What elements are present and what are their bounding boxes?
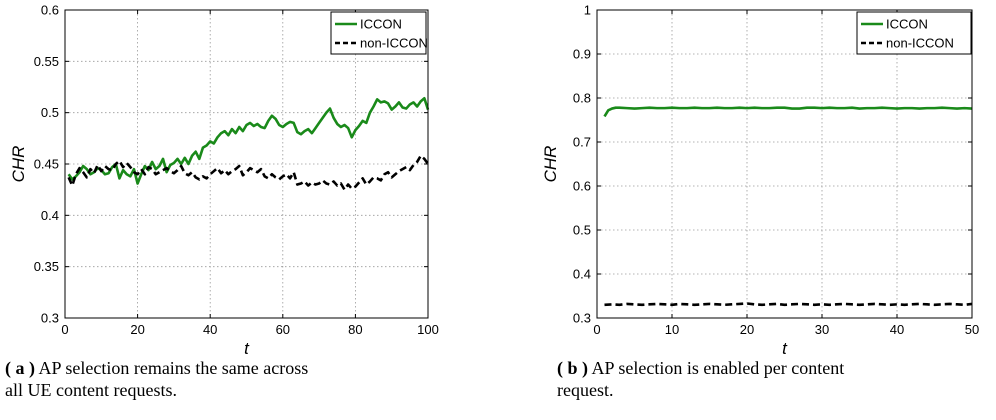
caption-a-text-1: AP selection remains the same across — [38, 358, 309, 378]
series-line-ICCON — [67, 96, 430, 185]
axes-box — [596, 9, 973, 319]
x-tick-label: 60 — [276, 322, 290, 337]
y-axis-label: CHR — [541, 146, 560, 183]
x-tick-label: 40 — [890, 322, 904, 337]
caption-b: ( b ) AP selection is enabled per conten… — [557, 357, 987, 401]
x-tick-label: 0 — [61, 322, 68, 337]
legend-label-non-ICCON: non-ICCON — [360, 36, 428, 51]
x-axis-label: t — [244, 339, 250, 358]
caption-b-label: ( b ) — [557, 358, 588, 378]
chart-panel-a: 0 20 40 60 80 100 0.3 0.35 0.4 0.45 0.5 0.55 0.6 t CHR… — [9, 3, 439, 359]
y-tick-label: 0.45 — [34, 157, 59, 172]
x-tick-label: 0 — [593, 322, 600, 337]
chart-panel-b: 0 10 20 30 40 50 0.3 0.4 0.5 0.6 0.7 0.8 0.9 1 t CHR ICC… — [541, 3, 979, 359]
x-tick-label: 30 — [815, 322, 829, 337]
caption-b-text-2: request. — [557, 380, 614, 400]
y-tick-label: 0.8 — [573, 91, 591, 106]
y-axis-label: CHR — [9, 146, 28, 183]
y-tick-label: 1 — [584, 3, 591, 18]
x-axis-label: t — [782, 339, 788, 358]
y-tick-label: 0.6 — [41, 3, 59, 18]
series-line-non-ICCON — [604, 302, 973, 307]
x-tick-label: 20 — [740, 322, 754, 337]
caption-a-text-2: all UE content requests. — [5, 380, 177, 400]
x-tick-label: 10 — [665, 322, 679, 337]
x-tick-label: 20 — [130, 322, 144, 337]
plot-area — [597, 10, 972, 318]
y-tick-label: 0.5 — [573, 223, 591, 238]
legend-label-ICCON: ICCON — [886, 17, 928, 32]
legend-label-ICCON: ICCON — [360, 17, 402, 32]
caption-b-text-1: AP selection is enabled per content — [591, 358, 845, 378]
x-tick-label: 50 — [965, 322, 979, 337]
legend-box — [856, 11, 972, 55]
series-line-ICCON — [603, 106, 973, 118]
legend-box — [330, 11, 427, 55]
caption-a: ( a ) AP selection remains the same acro… — [5, 357, 425, 401]
y-tick-label: 0.3 — [41, 311, 59, 326]
y-tick-label: 0.4 — [573, 267, 591, 282]
x-tick-label: 80 — [348, 322, 362, 337]
legend-label-non-ICCON: non-ICCON — [886, 36, 954, 51]
y-tick-label: 0.35 — [34, 259, 59, 274]
series-line-non-ICCON — [67, 154, 430, 191]
y-tick-label: 0.55 — [34, 54, 59, 69]
x-tick-label: 40 — [203, 322, 217, 337]
y-tick-label: 0.3 — [573, 311, 591, 326]
caption-a-label: ( a ) — [5, 358, 35, 378]
y-tick-label: 0.5 — [41, 105, 59, 120]
y-tick-label: 0.6 — [573, 179, 591, 194]
x-tick-label: 100 — [417, 322, 439, 337]
y-tick-label: 0.4 — [41, 208, 59, 223]
y-tick-label: 0.7 — [573, 135, 591, 150]
y-tick-label: 0.9 — [573, 47, 591, 62]
